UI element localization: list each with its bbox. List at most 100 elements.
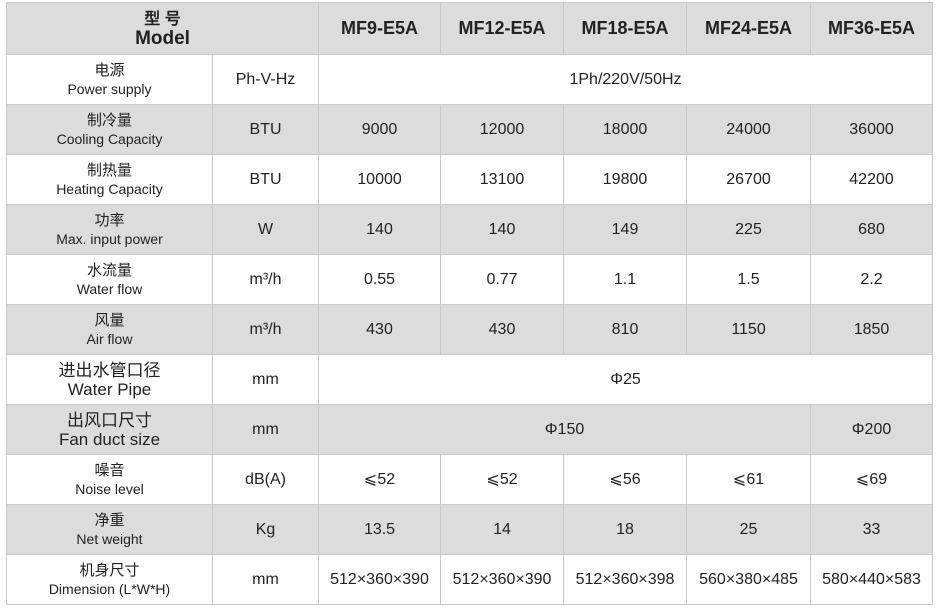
label-cell: 功率 Max. input power <box>6 204 213 255</box>
label-en: Dimension (L*W*H) <box>48 580 171 597</box>
unit-cell: Ph-V-Hz <box>211 54 320 105</box>
value-cell: 42200 <box>810 154 934 205</box>
label-cn: 出风口尺寸 <box>67 410 152 430</box>
value-cell: ⩽52 <box>440 454 565 505</box>
unit-cell: mm <box>211 404 320 455</box>
value-cell: 2.2 <box>810 254 934 305</box>
value-cell: 14 <box>440 504 565 555</box>
spec-row: 制冷量 Cooling Capacity BTU 9000 12000 18000 2400… <box>6 104 934 155</box>
label-cn: 噪音 <box>94 461 125 479</box>
spec-row: 净重 Net weight Kg 13.5 14 18 25 33 <box>6 504 934 555</box>
value-cell: 1Ph/220V/50Hz <box>318 54 934 105</box>
label-cn: 功率 <box>94 211 125 229</box>
label-cn: 水流量 <box>86 261 132 279</box>
label-cell: 电源 Power supply <box>6 54 213 105</box>
model-cell: MF36-E5A <box>810 2 934 55</box>
label-cell: 机身尺寸 Dimension (L*W*H) <box>6 554 213 605</box>
model-cell: MF9-E5A <box>318 2 442 55</box>
value-cell: 1150 <box>686 304 812 355</box>
unit-cell: BTU <box>211 154 320 205</box>
label-cn: 风量 <box>94 311 125 329</box>
value-cell: 1.1 <box>563 254 688 305</box>
header-cell: 型 号 Model <box>5 2 320 55</box>
value-cell: 13100 <box>440 154 565 205</box>
value-cell: 18000 <box>563 104 688 155</box>
spec-row: 进出水管口径 Water Pipe mm Φ25 <box>6 354 934 405</box>
table-body: 型 号 Model MF9-E5A MF12-E5A MF18-E5A MF24-… <box>5 2 934 605</box>
unit-cell: Kg <box>211 504 320 555</box>
label-en: Fan duct size <box>58 429 161 449</box>
value-cell: 12000 <box>440 104 565 155</box>
label-en: Max. input power <box>56 230 163 247</box>
unit-cell: dB(A) <box>211 454 320 505</box>
value-cell: 1850 <box>810 304 934 355</box>
value-cell: 560×380×485 <box>686 554 812 605</box>
label-cell: 出风口尺寸 Fan duct size <box>6 404 213 455</box>
value-cell: 430 <box>440 304 565 355</box>
value-cell: 810 <box>563 304 688 355</box>
label-cell: 进出水管口径 Water Pipe <box>6 354 213 405</box>
unit-cell: mm <box>211 354 320 405</box>
value-cell: 26700 <box>686 154 812 205</box>
value-cell: 36000 <box>810 104 934 155</box>
value-cell: 1.5 <box>686 254 812 305</box>
value-cell: 149 <box>563 204 688 255</box>
value-cell: Φ200 <box>810 404 934 455</box>
spec-row: 出风口尺寸 Fan duct size mm Φ150 Φ200 <box>6 404 934 455</box>
value-cell: 33 <box>810 504 934 555</box>
spec-row: 制热量 Heating Capacity BTU 10000 13100 19800 267… <box>6 154 934 205</box>
label-cell: 噪音 Noise level <box>6 454 213 505</box>
label-cn: 净重 <box>94 511 125 529</box>
label-en: Air flow <box>86 330 133 347</box>
unit-cell: m³/h <box>211 304 320 355</box>
header-row: 型 号 Model MF9-E5A MF12-E5A MF18-E5A MF24-… <box>5 2 934 55</box>
label-en: Power supply <box>67 80 152 97</box>
label-cn: 进出水管口径 <box>58 360 161 380</box>
spec-row: 机身尺寸 Dimension (L*W*H) mm 512×360×390 512×36… <box>6 554 934 605</box>
value-cell: 0.55 <box>318 254 442 305</box>
label-cn: 制热量 <box>86 161 132 179</box>
label-en: Water flow <box>76 280 143 297</box>
unit-cell: BTU <box>211 104 320 155</box>
unit-cell: mm <box>211 554 320 605</box>
value-cell: 25 <box>686 504 812 555</box>
model-cell: MF12-E5A <box>440 2 565 55</box>
value-cell: 225 <box>686 204 812 255</box>
label-cell: 风量 Air flow <box>6 304 213 355</box>
value-cell: Φ150 <box>318 404 812 455</box>
value-cell: 430 <box>318 304 442 355</box>
label-cell: 净重 Net weight <box>6 504 213 555</box>
value-cell: 680 <box>810 204 934 255</box>
spec-table: 型 号 Model MF9-E5A MF12-E5A MF18-E5A MF24-… <box>5 2 934 605</box>
value-cell: ⩽56 <box>563 454 688 505</box>
value-cell: 140 <box>440 204 565 255</box>
value-cell: 512×360×390 <box>440 554 565 605</box>
unit-cell: W <box>211 204 320 255</box>
label-cn: 制冷量 <box>86 111 132 129</box>
header-cn: 型 号 <box>144 10 181 28</box>
label-cn: 机身尺寸 <box>79 561 140 579</box>
label-cn: 电源 <box>94 61 125 79</box>
spec-row: 噪音 Noise level dB(A) ⩽52 ⩽52 ⩽56 ⩽61 ⩽69 <box>6 454 934 505</box>
label-cell: 制热量 Heating Capacity <box>6 154 213 205</box>
value-cell: ⩽61 <box>686 454 812 505</box>
value-cell: 0.77 <box>440 254 565 305</box>
value-cell: 140 <box>318 204 442 255</box>
value-cell: ⩽52 <box>318 454 442 505</box>
label-en: Noise level <box>75 480 144 497</box>
header-en: Model <box>135 27 190 49</box>
value-cell: 13.5 <box>318 504 442 555</box>
value-cell: 512×360×398 <box>563 554 688 605</box>
value-cell: 512×360×390 <box>318 554 442 605</box>
label-en: Water Pipe <box>67 379 152 399</box>
spec-row: 电源 Power supply Ph-V-Hz 1Ph/220V/50Hz <box>6 54 934 105</box>
label-cell: 制冷量 Cooling Capacity <box>6 104 213 155</box>
value-cell: 9000 <box>318 104 442 155</box>
value-cell: 19800 <box>563 154 688 205</box>
spec-row: 水流量 Water flow m³/h 0.55 0.77 1.1 1.5 2.2 <box>6 254 934 305</box>
value-cell: Φ25 <box>318 354 934 405</box>
unit-cell: m³/h <box>211 254 320 305</box>
value-cell: 580×440×583 <box>810 554 934 605</box>
label-en: Net weight <box>76 530 143 547</box>
